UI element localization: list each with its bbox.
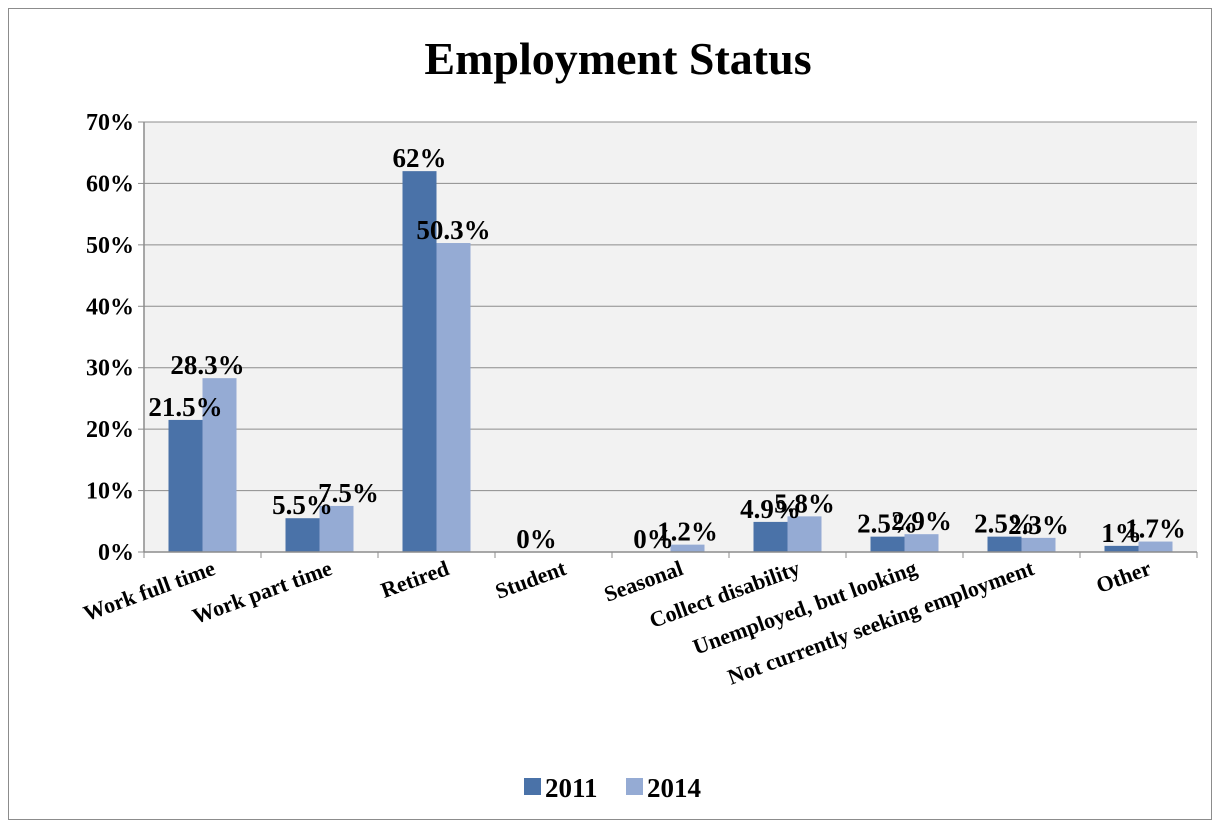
category-label: Other: [1093, 555, 1155, 598]
y-tick-label: 60%: [86, 171, 134, 197]
bar-2014: [1021, 537, 1056, 552]
bar-2011: [168, 419, 203, 552]
data-label: 1%: [1101, 518, 1142, 548]
data-label: 2.3%: [1008, 510, 1069, 540]
y-tick-label: 40%: [86, 294, 134, 320]
bar-2014: [787, 516, 822, 552]
data-label: 21.5%: [148, 392, 222, 422]
data-label: 0%: [633, 524, 674, 554]
data-label: 1.7%: [1125, 514, 1186, 544]
y-tick-label: 70%: [86, 110, 134, 136]
bar-2011: [285, 518, 320, 552]
bar-2014: [436, 243, 471, 552]
legend-label-2014: 2014: [647, 773, 701, 803]
y-tick-label: 50%: [86, 233, 134, 259]
data-label: 50.3%: [416, 215, 490, 245]
bar-2014: [202, 378, 237, 552]
y-tick-label: 0%: [98, 540, 134, 566]
category-label: Student: [492, 555, 570, 604]
data-label: 2.5%: [974, 509, 1035, 539]
gridlines: [138, 121, 1198, 558]
data-label: 5.5%: [272, 490, 333, 520]
bar-2011: [753, 521, 788, 552]
y-tick-label: 10%: [86, 479, 134, 505]
bar-2011: [870, 536, 905, 552]
data-label: 4.9%: [740, 494, 801, 524]
legend: 2011 2014: [524, 773, 701, 803]
category-label: Retired: [377, 555, 452, 603]
data-label: 2.5%: [857, 509, 918, 539]
data-label: 1.2%: [657, 517, 718, 547]
data-label: 7.5%: [318, 478, 379, 508]
y-tick-labels: 0% 10% 20% 30% 40% 50% 60% 70%: [86, 110, 134, 566]
data-label: 0%: [516, 524, 557, 554]
legend-swatch-2011: [524, 778, 541, 795]
legend-swatch-2014: [626, 778, 643, 795]
data-label: 62%: [393, 143, 447, 173]
bar-2014: [670, 544, 705, 552]
data-label: 2.9%: [891, 506, 952, 536]
bar-2014: [1138, 541, 1173, 552]
y-tick-label: 20%: [86, 417, 134, 443]
bar-2011: [987, 536, 1022, 552]
legend-label-2011: 2011: [545, 773, 598, 803]
data-label: 28.3%: [170, 350, 244, 380]
bar-2011: [1104, 545, 1139, 552]
bar-2011: [402, 171, 437, 552]
data-labels: 21.5% 5.5% 62% 0% 0% 4.9% 2.5% 2.5% 1% 28.3% 7.5% 5…: [148, 143, 1186, 554]
bar-2014: [319, 505, 354, 552]
chart-title: Employment Status: [424, 33, 811, 84]
plot-area: [144, 122, 1197, 552]
bar-2014: [904, 534, 939, 552]
y-tick-label: 30%: [86, 356, 134, 382]
data-label: 5.8%: [774, 488, 835, 518]
bars: [168, 171, 1173, 552]
